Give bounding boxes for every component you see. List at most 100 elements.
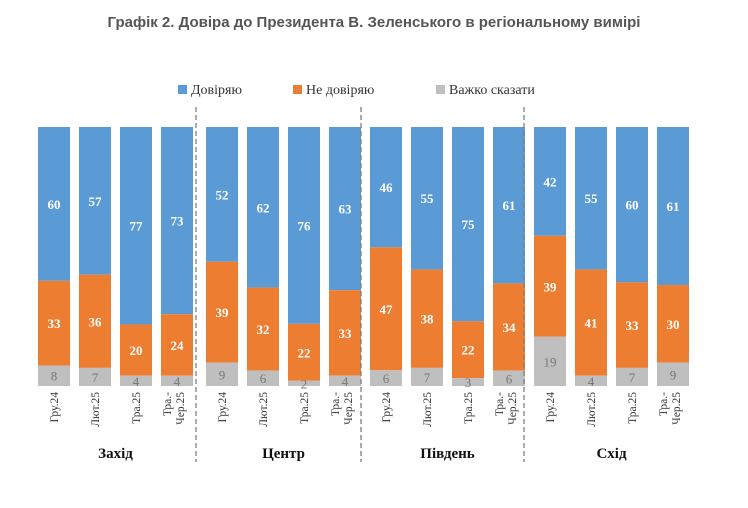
tick-label: Тра.25 <box>627 392 639 424</box>
tick-label: Чер.25 <box>507 392 519 425</box>
tick-label: Тра.25 <box>299 392 311 424</box>
bar-Південь-Тра.-Чер.25-1 <box>493 127 525 284</box>
tick-label: Тра.- <box>658 392 670 416</box>
bar-Центр-Лют.25-3 <box>247 370 279 386</box>
bar-Схід-Тра.25-2 <box>616 282 648 368</box>
region-label: Схід <box>596 446 627 462</box>
bar-Захід-Гру.24-3 <box>38 365 70 386</box>
tick-label: Гру.24 <box>49 392 61 423</box>
data-label: 34 <box>503 320 517 335</box>
data-label: 3 <box>465 375 472 390</box>
bar-Захід-Лют.25-1 <box>79 127 111 275</box>
bar-Схід-Лют.25-1 <box>575 127 607 270</box>
bar-Захід-Гру.24-1 <box>38 127 70 281</box>
tick-label: Гру.24 <box>381 392 393 423</box>
data-label: 73 <box>171 214 185 229</box>
legend-swatch-1 <box>178 85 187 94</box>
bar-Південь-Тра.25-1 <box>452 127 484 322</box>
legend-label-2: Не довіряю <box>306 83 374 98</box>
bar-Захід-Лют.25-2 <box>79 274 111 368</box>
bar-Південь-Гру.24-1 <box>370 127 402 248</box>
bar-Центр-Гру.24-1 <box>206 127 238 262</box>
data-label: 2 <box>301 376 308 391</box>
bar-Захід-Гру.24-2 <box>38 280 70 366</box>
bar-Центр-Лют.25-2 <box>247 287 279 371</box>
legend-label-1: Довіряю <box>191 83 242 98</box>
data-label: 36 <box>89 314 103 329</box>
bar-Центр-Тра.25-1 <box>288 127 320 324</box>
bar-Схід-Тра.25-1 <box>616 127 648 283</box>
tick-label: Тра.- <box>494 392 506 416</box>
data-label: 76 <box>298 218 312 233</box>
data-label: 39 <box>216 305 230 320</box>
data-label: 7 <box>92 370 99 385</box>
tick-label: Чер.25 <box>671 392 683 425</box>
data-label: 9 <box>219 367 226 382</box>
data-label: 4 <box>342 374 349 389</box>
data-label: 22 <box>298 345 311 360</box>
legend-swatch-2 <box>293 85 302 94</box>
bar-Схід-Лют.25-3 <box>575 375 607 386</box>
tick-label: Лют.25 <box>422 392 434 427</box>
data-label: 55 <box>421 191 435 206</box>
data-label: 77 <box>130 219 144 234</box>
bar-Центр-Гру.24-2 <box>206 261 238 363</box>
data-label: 4 <box>174 374 181 389</box>
tick-label: Лют.25 <box>586 392 598 427</box>
tick-label: Гру.24 <box>217 392 229 423</box>
data-label: 8 <box>51 369 58 384</box>
data-label: 42 <box>544 174 557 189</box>
bar-Захід-Тра.-Чер.25-3 <box>161 375 193 386</box>
bar-Схід-Тра.-Чер.25-1 <box>657 127 689 285</box>
bar-Схід-Тра.-Чер.25-2 <box>657 284 689 363</box>
bar-Захід-Тра.25-3 <box>120 375 152 386</box>
data-label: 60 <box>48 197 61 212</box>
bar-Захід-Тра.25-2 <box>120 324 152 376</box>
bar-Центр-Тра.-Чер.25-1 <box>329 127 361 291</box>
data-label: 41 <box>585 316 598 331</box>
bar-Південь-Тра.-Чер.25-3 <box>493 370 525 386</box>
data-label: 33 <box>48 316 62 331</box>
bar-Південь-Тра.25-2 <box>452 321 484 379</box>
data-label: 4 <box>588 374 595 389</box>
bar-Південь-Лют.25-2 <box>411 269 443 368</box>
bar-Схід-Тра.-Чер.25-3 <box>657 362 689 386</box>
data-label: 30 <box>667 317 680 332</box>
data-label: 57 <box>89 194 103 209</box>
data-label: 6 <box>383 371 390 386</box>
data-label: 7 <box>629 370 636 385</box>
data-label: 24 <box>171 338 185 353</box>
tick-label: Лют.25 <box>258 392 270 427</box>
tick-label: Тра.- <box>330 392 342 416</box>
bar-Схід-Лют.25-2 <box>575 269 607 376</box>
tick-label: Тра.25 <box>131 392 143 424</box>
data-label: 38 <box>421 312 435 327</box>
tick-label: Гру.24 <box>545 392 557 423</box>
bar-Південь-Гру.24-2 <box>370 247 402 371</box>
data-label: 75 <box>462 217 476 232</box>
data-label: 55 <box>585 191 599 206</box>
data-label: 20 <box>130 343 143 358</box>
data-label: 39 <box>544 279 558 294</box>
data-label: 52 <box>216 187 229 202</box>
bar-Захід-Лют.25-3 <box>79 367 111 386</box>
data-label: 22 <box>462 343 475 358</box>
data-label: 63 <box>339 202 353 217</box>
data-label: 32 <box>257 322 270 337</box>
data-label: 6 <box>260 371 267 386</box>
region-label: Захід <box>98 446 133 462</box>
data-label: 46 <box>380 180 394 195</box>
bar-Захід-Тра.25-1 <box>120 127 152 325</box>
data-label: 61 <box>667 199 680 214</box>
bar-Центр-Гру.24-3 <box>206 362 238 386</box>
bar-Центр-Тра.25-2 <box>288 323 320 381</box>
legend-label-3: Важко сказати <box>449 83 535 98</box>
region-label: Центр <box>262 446 305 462</box>
bar-Захід-Тра.-Чер.25-1 <box>161 127 193 315</box>
bar-Схід-Гру.24-3 <box>534 336 566 386</box>
bar-Південь-Лют.25-1 <box>411 127 443 270</box>
data-label: 19 <box>544 354 557 369</box>
tick-label: Чер.25 <box>175 392 187 425</box>
data-label: 33 <box>339 326 353 341</box>
data-label: 62 <box>257 200 270 215</box>
